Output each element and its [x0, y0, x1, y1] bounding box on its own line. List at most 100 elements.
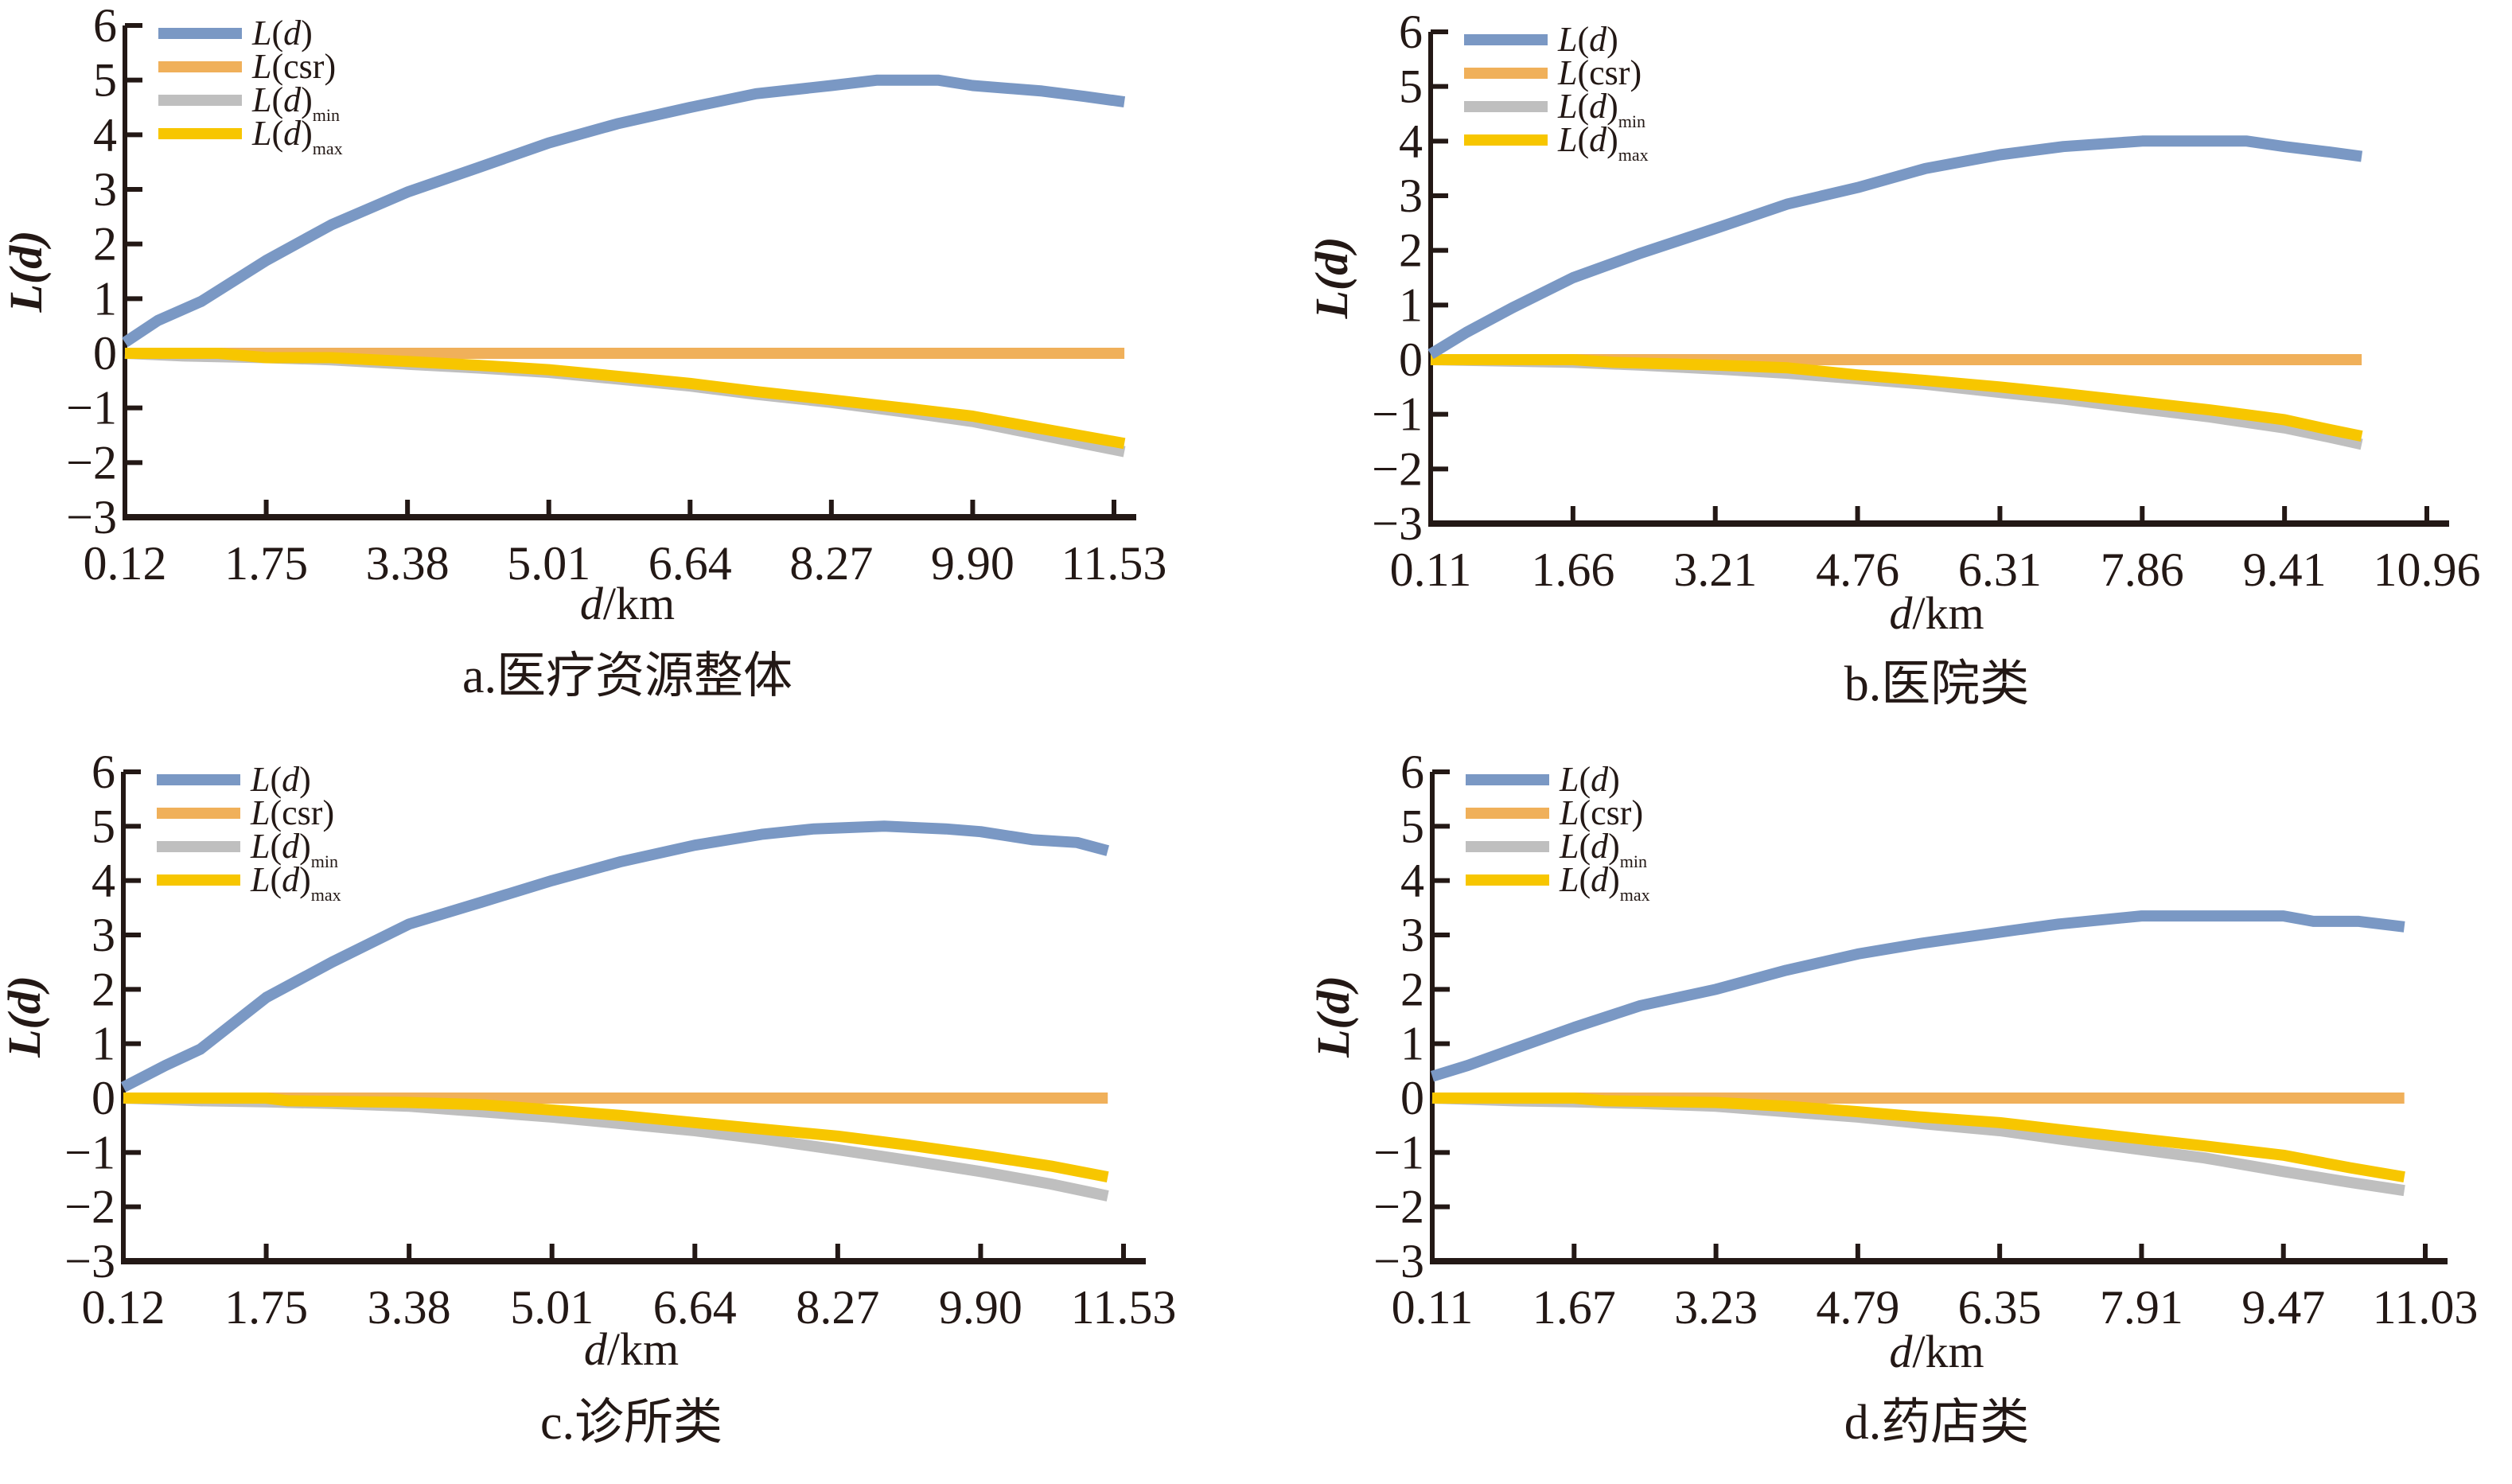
x-tick-label: 3.38 [368, 1281, 451, 1334]
x-tick-label: 0.12 [84, 537, 167, 590]
legend-label: L(csr) [250, 793, 334, 832]
x-tick-label: 0.12 [82, 1281, 166, 1334]
panel-caption: b.医院类 [1844, 657, 2030, 711]
y-tick-label: −1 [1373, 1126, 1424, 1178]
series-line-ldmax [1432, 1093, 2405, 1183]
legend-label: L(d)min [250, 827, 338, 871]
x-tick-label: 3.23 [1674, 1281, 1758, 1334]
y-axis-title: L(d) [0, 976, 50, 1058]
x-tick-label: 4.76 [1816, 543, 1899, 596]
series-line-ldmax [125, 348, 1126, 450]
y-tick-label: 6 [1399, 6, 1423, 58]
series-line-ldmax [123, 1093, 1109, 1182]
x-tick-label: 9.47 [2241, 1281, 2325, 1334]
y-tick-label: 0 [1399, 333, 1423, 386]
y-tick-label: 3 [1399, 169, 1423, 222]
y-tick-label: 6 [93, 0, 117, 52]
series-line-ldmax [1431, 354, 2363, 442]
x-tick-label: 8.27 [796, 1281, 879, 1334]
chart-panel-d: 6 5 4 3 2 1 0 −1 −2 −3 0.11 1.67 3.23 4.79 6.35 7.91 9.4… [1273, 746, 2512, 1484]
x-tick-label: 5.01 [510, 1281, 594, 1334]
x-tick-label: 1.75 [224, 537, 308, 590]
legend-label: L(d) [251, 14, 313, 53]
x-tick-label: 7.86 [2101, 543, 2184, 596]
y-tick-label: 2 [1400, 963, 1424, 1015]
x-axis-title: d/km [1889, 1326, 1984, 1377]
x-tick-label: 6.31 [1958, 543, 2042, 596]
x-tick-label: 1.67 [1533, 1281, 1616, 1334]
y-tick-label: −3 [64, 1235, 115, 1287]
legend-label: L(d)max [251, 114, 343, 158]
legend-label: L(d) [250, 760, 311, 799]
x-tick-label: 5.01 [507, 537, 590, 590]
y-tick-label: 2 [1399, 224, 1423, 277]
x-tick-label: 9.41 [2243, 543, 2327, 596]
y-tick-label: −3 [66, 491, 117, 543]
series-line-ld [120, 820, 1110, 1093]
panel-caption: a.医疗资源整体 [462, 649, 793, 703]
legend-label: L(d)min [1557, 87, 1645, 131]
y-tick-label: 4 [1400, 855, 1424, 907]
series-line-ld [1430, 910, 2405, 1082]
series-line-ldmin [1430, 354, 2363, 450]
x-tick-label: 3.38 [366, 537, 450, 590]
series-line-ld [122, 74, 1126, 348]
y-tick-label: 0 [1400, 1072, 1424, 1124]
chart-panel-b: 6 5 4 3 2 1 0 −1 −2 −3 0.11 1.66 3.21 4.76 6.31 7.86 9.4… [1273, 0, 2512, 736]
y-tick-label: 4 [92, 855, 115, 907]
series-line-ldmin [124, 348, 1126, 458]
y-axis-title: L(d) [1307, 976, 1359, 1058]
x-tick-label: 6.35 [1958, 1281, 2042, 1334]
x-tick-label: 3.21 [1673, 543, 1757, 596]
y-tick-label: 3 [93, 163, 117, 216]
y-tick-label: −1 [66, 382, 117, 434]
chart-panel-c: 6 5 4 3 2 1 0 −1 −2 −3 0.12 1.75 3.38 5.01 6.64 8.27 9.9… [0, 746, 1239, 1484]
legend-label: L(d)min [251, 80, 340, 125]
y-tick-label: 1 [1399, 278, 1423, 331]
y-tick-label: 2 [93, 218, 117, 271]
y-tick-label: −2 [1373, 1181, 1424, 1233]
x-tick-label: 4.79 [1816, 1281, 1899, 1334]
x-tick-label: 11.53 [1071, 1281, 1177, 1334]
legend-label: L(csr) [251, 47, 336, 86]
y-tick-label: 2 [92, 963, 115, 1015]
series-line-ld [1427, 135, 2363, 360]
legend-label: L(d) [1557, 20, 1618, 59]
x-tick-label: 11.03 [2373, 1281, 2479, 1334]
legend-label: L(d)max [250, 860, 341, 905]
y-tick-label: −3 [1373, 1235, 1424, 1287]
y-tick-label: 1 [92, 1018, 115, 1070]
y-tick-label: −3 [1372, 497, 1423, 550]
x-tick-label: 0.11 [1392, 1281, 1474, 1334]
y-tick-label: 6 [92, 748, 115, 798]
y-tick-label: −1 [64, 1126, 115, 1178]
legend-label: L(d)max [1557, 120, 1649, 165]
y-tick-label: 6 [1400, 748, 1424, 798]
y-tick-label: 1 [1400, 1018, 1424, 1070]
chart-panel-a: 6 5 4 3 2 1 0 −1 −2 −3 0.12 1.75 3.38 5.01 6.64 8.27 9.9… [0, 0, 1239, 736]
y-tick-label: 3 [1400, 909, 1424, 961]
x-axis-title: d/km [584, 1323, 679, 1375]
y-tick-label: 0 [93, 327, 117, 380]
legend-label: L(d)min [1559, 827, 1647, 871]
y-tick-label: 5 [93, 54, 117, 107]
y-tick-label: −2 [1372, 442, 1423, 495]
x-tick-label: 11.53 [1061, 537, 1167, 590]
y-tick-label: 4 [1399, 115, 1423, 167]
legend-label: L(d)max [1559, 860, 1650, 905]
panel-caption: c.诊所类 [540, 1396, 722, 1450]
x-tick-label: 9.90 [931, 537, 1015, 590]
x-tick-label: 7.91 [2100, 1281, 2183, 1334]
y-tick-label: −1 [1372, 388, 1423, 441]
x-tick-label: 0.11 [1390, 543, 1472, 596]
y-tick-label: −2 [64, 1181, 115, 1233]
panel-caption: d.药店类 [1844, 1396, 2030, 1450]
x-axis-title: d/km [1889, 587, 1984, 639]
x-tick-label: 6.64 [648, 537, 732, 590]
y-tick-label: 0 [92, 1072, 115, 1124]
y-tick-label: 5 [92, 800, 115, 852]
